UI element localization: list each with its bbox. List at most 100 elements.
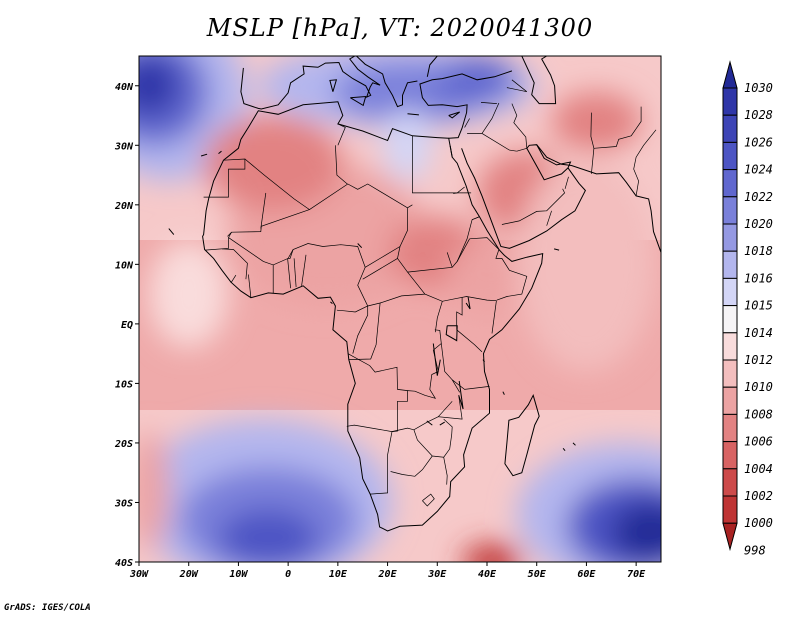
- colorbar-swatch: [722, 386, 738, 415]
- border-line: [248, 274, 252, 298]
- border-line: [456, 238, 470, 262]
- pressure-region: [382, 109, 433, 182]
- border-line: [564, 176, 569, 189]
- colorbar-swatch: [722, 87, 738, 116]
- island-coastline: [562, 447, 566, 452]
- colorbar-label: 1024: [744, 163, 773, 177]
- border-line: [407, 204, 413, 209]
- colorbar-label: 1020: [744, 217, 773, 231]
- pressure-region: [148, 240, 229, 348]
- x-tick-label: 10E: [329, 569, 348, 580]
- border-line: [480, 102, 497, 104]
- border-line: [362, 258, 398, 280]
- colorbar-label: 1008: [744, 407, 773, 421]
- pressure-region: [139, 431, 169, 551]
- colorbar-label: 1002: [744, 489, 773, 503]
- gulf-coastline: [536, 144, 572, 169]
- island-coastline: [407, 113, 419, 116]
- border-line: [464, 118, 470, 128]
- colorbar-swatch: [722, 196, 738, 225]
- colorbar-swatch: [722, 141, 738, 171]
- lake-outline: [439, 421, 445, 426]
- pressure-region: [139, 56, 179, 116]
- africa-coastline: [202, 101, 544, 532]
- y-tick-label: 20N: [114, 201, 134, 212]
- border-line: [546, 210, 552, 226]
- colorbar-swatch: [722, 223, 738, 252]
- y-tick-label: 30S: [114, 498, 133, 509]
- border-line: [367, 293, 425, 307]
- colorbar-swatch: [722, 114, 738, 143]
- pressure-region: [447, 240, 527, 312]
- caspian-coastline: [521, 56, 557, 105]
- x-tick-label: 20W: [179, 569, 199, 580]
- pressure-field: [139, 56, 661, 562]
- border-line: [346, 353, 408, 432]
- border-line: [443, 457, 448, 485]
- y-tick-label: 40N: [115, 82, 134, 93]
- suez-coastline: [449, 145, 453, 158]
- colorbar-top-arrow: [722, 60, 738, 89]
- border-line: [413, 418, 453, 458]
- island-coastline: [330, 301, 333, 304]
- island-coastline: [502, 391, 505, 395]
- colorbar-label: 1016: [744, 271, 773, 285]
- colorbar: 1030 1028 1026 1024 1022 1020 1018 1016 1015 1014…: [722, 60, 773, 557]
- border-line: [227, 231, 232, 237]
- border-line: [593, 106, 642, 149]
- border-line: [633, 129, 657, 196]
- map-title: MSLP [hPa], VT: 2020041300: [206, 14, 594, 42]
- colorbar-swatch: [722, 441, 738, 470]
- border-line: [501, 188, 566, 225]
- border-line: [337, 123, 346, 146]
- madagascar-coastline: [504, 393, 540, 477]
- border-line: [228, 237, 369, 313]
- x-tick-label: 30E: [427, 569, 447, 580]
- border-line: [469, 237, 528, 301]
- x-tick-label: 70E: [627, 569, 646, 580]
- colorbar-label: 1012: [744, 353, 773, 367]
- colorbar-bottom-arrow: [722, 522, 738, 552]
- colorbar-label: 1006: [744, 435, 773, 449]
- border-line: [440, 343, 461, 393]
- border-line: [451, 379, 490, 390]
- colorbar-swatch: [722, 305, 738, 334]
- border-line: [471, 216, 480, 221]
- border-line: [516, 147, 527, 152]
- border-line: [260, 192, 267, 229]
- border-line: [230, 274, 237, 283]
- island-coastline: [200, 153, 208, 157]
- colorbar-label: 1004: [744, 462, 773, 476]
- island-coastline: [168, 228, 175, 235]
- pressure-region: [462, 544, 522, 562]
- border-line: [434, 301, 443, 333]
- border-line: [365, 246, 401, 268]
- border-line: [293, 258, 297, 288]
- border-line: [287, 258, 291, 289]
- colorbar-swatch: [722, 359, 738, 388]
- colorbar-label: 1022: [744, 190, 773, 204]
- x-tick-label: 0: [285, 569, 291, 580]
- border-line: [412, 135, 472, 194]
- colorbar-swatch: [722, 250, 738, 279]
- border-line: [352, 306, 369, 354]
- y-tick-label: 20S: [114, 439, 133, 450]
- border-line: [407, 329, 442, 399]
- y-tick-label: 30N: [114, 141, 134, 152]
- colorbar-swatch: [722, 413, 738, 443]
- border-line: [390, 455, 433, 477]
- colorbar-swatch: [722, 169, 738, 198]
- colorbar-label: 1026: [744, 135, 773, 149]
- x-tick-label: 10W: [229, 569, 248, 580]
- pressure-region: [551, 91, 642, 152]
- border-line: [590, 112, 595, 174]
- border-line: [335, 145, 348, 185]
- border-line: [437, 395, 463, 420]
- colorbar-label: 1000: [744, 516, 773, 530]
- border-line: [301, 254, 307, 286]
- map-frame: [138, 55, 662, 563]
- colorbar-label: 1030: [744, 81, 773, 95]
- x-tick-label: 40E: [478, 569, 497, 580]
- x-axis: 30W 20W 10W 0 10E 20E 30E 40E 50E 60E 70E: [129, 562, 646, 580]
- levant-coastline: [419, 70, 513, 139]
